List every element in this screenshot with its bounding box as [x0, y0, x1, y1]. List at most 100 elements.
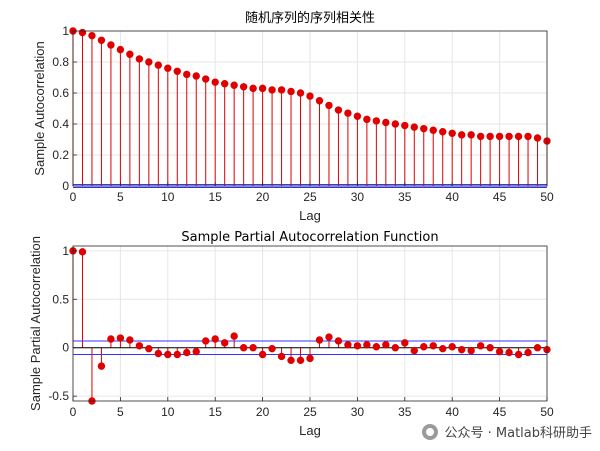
- y-axis-label: Sample Autocorrelation: [32, 41, 47, 175]
- stem-marker: [116, 45, 125, 54]
- stem-marker: [88, 31, 96, 40]
- stem-marker: [183, 70, 191, 79]
- stem-marker: [524, 132, 532, 141]
- stem-marker: [401, 121, 409, 130]
- x-tick-label: 40: [446, 190, 460, 204]
- stem-marker: [97, 362, 106, 370]
- stem-marker: [192, 347, 200, 356]
- stem-marker: [287, 87, 295, 96]
- x-tick-label: 30: [351, 190, 365, 204]
- x-axis-label: Lag: [299, 423, 321, 438]
- stem-marker: [476, 132, 485, 141]
- stem-marker: [495, 347, 504, 356]
- chart-title: Sample Partial Autocorrelation Function: [181, 230, 438, 245]
- stem-marker: [401, 339, 409, 347]
- stem-marker: [457, 345, 466, 354]
- x-tick-label: 45: [493, 405, 507, 419]
- x-tick-label: 20: [256, 190, 270, 204]
- stem-marker: [448, 343, 456, 351]
- stem-marker: [391, 120, 400, 128]
- acf-plot: 0 5 10 15 20 25 30 35 40 45 50 0 0.2 0.4 0.6 0.8 1 随机序列的序…: [32, 10, 554, 223]
- stem-marker: [202, 75, 210, 83]
- stem-marker: [533, 134, 542, 142]
- stem-marker: [372, 117, 381, 125]
- x-tick-label: 30: [351, 405, 365, 419]
- stem-marker: [372, 343, 381, 351]
- stem-marker: [78, 248, 87, 256]
- stem-marker: [467, 346, 475, 355]
- stem-marker: [97, 36, 106, 44]
- stem-marker: [505, 348, 513, 357]
- stem-marker: [514, 132, 523, 141]
- stem-marker: [268, 344, 276, 353]
- stem-marker: [164, 64, 172, 72]
- stem-marker: [258, 84, 267, 93]
- stem-marker: [382, 118, 390, 127]
- stem-marker: [239, 344, 248, 352]
- stem-marker: [344, 341, 352, 349]
- stem-marker: [439, 128, 447, 136]
- stem-marker: [202, 337, 210, 345]
- x-tick-label: 0: [70, 405, 77, 419]
- stem-marker: [258, 350, 267, 359]
- stem-marker: [268, 86, 276, 94]
- x-tick-label: 45: [493, 190, 507, 204]
- stem-marker: [382, 341, 390, 349]
- stem-marker: [154, 349, 163, 358]
- stem-marker: [107, 41, 115, 49]
- stem-marker: [239, 83, 248, 91]
- stem-marker: [325, 101, 333, 110]
- stem-marker: [220, 339, 229, 347]
- stem-marker: [277, 352, 286, 361]
- stem-marker: [287, 356, 295, 365]
- stem-marker: [524, 348, 532, 357]
- stem-marker: [429, 126, 437, 134]
- stem-marker: [145, 58, 153, 66]
- stem-marker: [410, 123, 418, 131]
- stem-marker: [296, 356, 305, 365]
- stem-marker: [353, 342, 362, 350]
- stem-marker: [164, 350, 172, 359]
- stem-marker: [505, 132, 513, 141]
- stem-marker: [183, 348, 191, 357]
- y-tick-label: 0.2: [52, 148, 69, 162]
- x-tick-label: 10: [161, 405, 175, 419]
- stem-marker: [230, 81, 238, 89]
- stem-marker: [116, 334, 125, 342]
- x-tick-label: 50: [540, 405, 554, 419]
- stem-marker: [476, 342, 485, 350]
- y-tick-label: 0.4: [52, 117, 69, 131]
- stem-marker: [277, 86, 286, 94]
- y-tick-label: 0.8: [52, 55, 69, 69]
- stem-marker: [448, 129, 456, 137]
- x-tick-label: 10: [161, 190, 175, 204]
- watermark-text: 公众号 · Matlab科研助手: [444, 426, 592, 441]
- stem-marker: [249, 344, 257, 352]
- y-tick-label: 0.5: [52, 292, 69, 306]
- stem-marker: [306, 354, 314, 363]
- x-tick-label: 35: [398, 190, 412, 204]
- x-tick-label: 25: [303, 405, 317, 419]
- stem-marker: [495, 132, 504, 141]
- stem-marker: [211, 335, 219, 343]
- y-tick-label: 0: [62, 179, 69, 193]
- stem-marker: [230, 332, 238, 340]
- x-tick-label: 20: [256, 405, 270, 419]
- stem-marker: [220, 79, 229, 88]
- stem-marker: [249, 84, 257, 93]
- y-tick-label: 0: [62, 341, 69, 355]
- x-axis-label: Lag: [299, 208, 321, 223]
- stem-marker: [410, 346, 418, 355]
- x-tick-label: 15: [209, 405, 223, 419]
- stem-marker: [135, 55, 144, 63]
- x-tick-label: 40: [446, 405, 460, 419]
- stem-marker: [514, 350, 523, 359]
- x-tick-label: 50: [540, 190, 554, 204]
- watermark: 公众号 · Matlab科研助手: [422, 422, 592, 441]
- stem-marker: [334, 337, 343, 345]
- stem-marker: [126, 50, 134, 58]
- stem-marker: [467, 131, 475, 139]
- y-tick-label: 1: [62, 244, 69, 258]
- y-tick-label: -0.5: [48, 389, 69, 403]
